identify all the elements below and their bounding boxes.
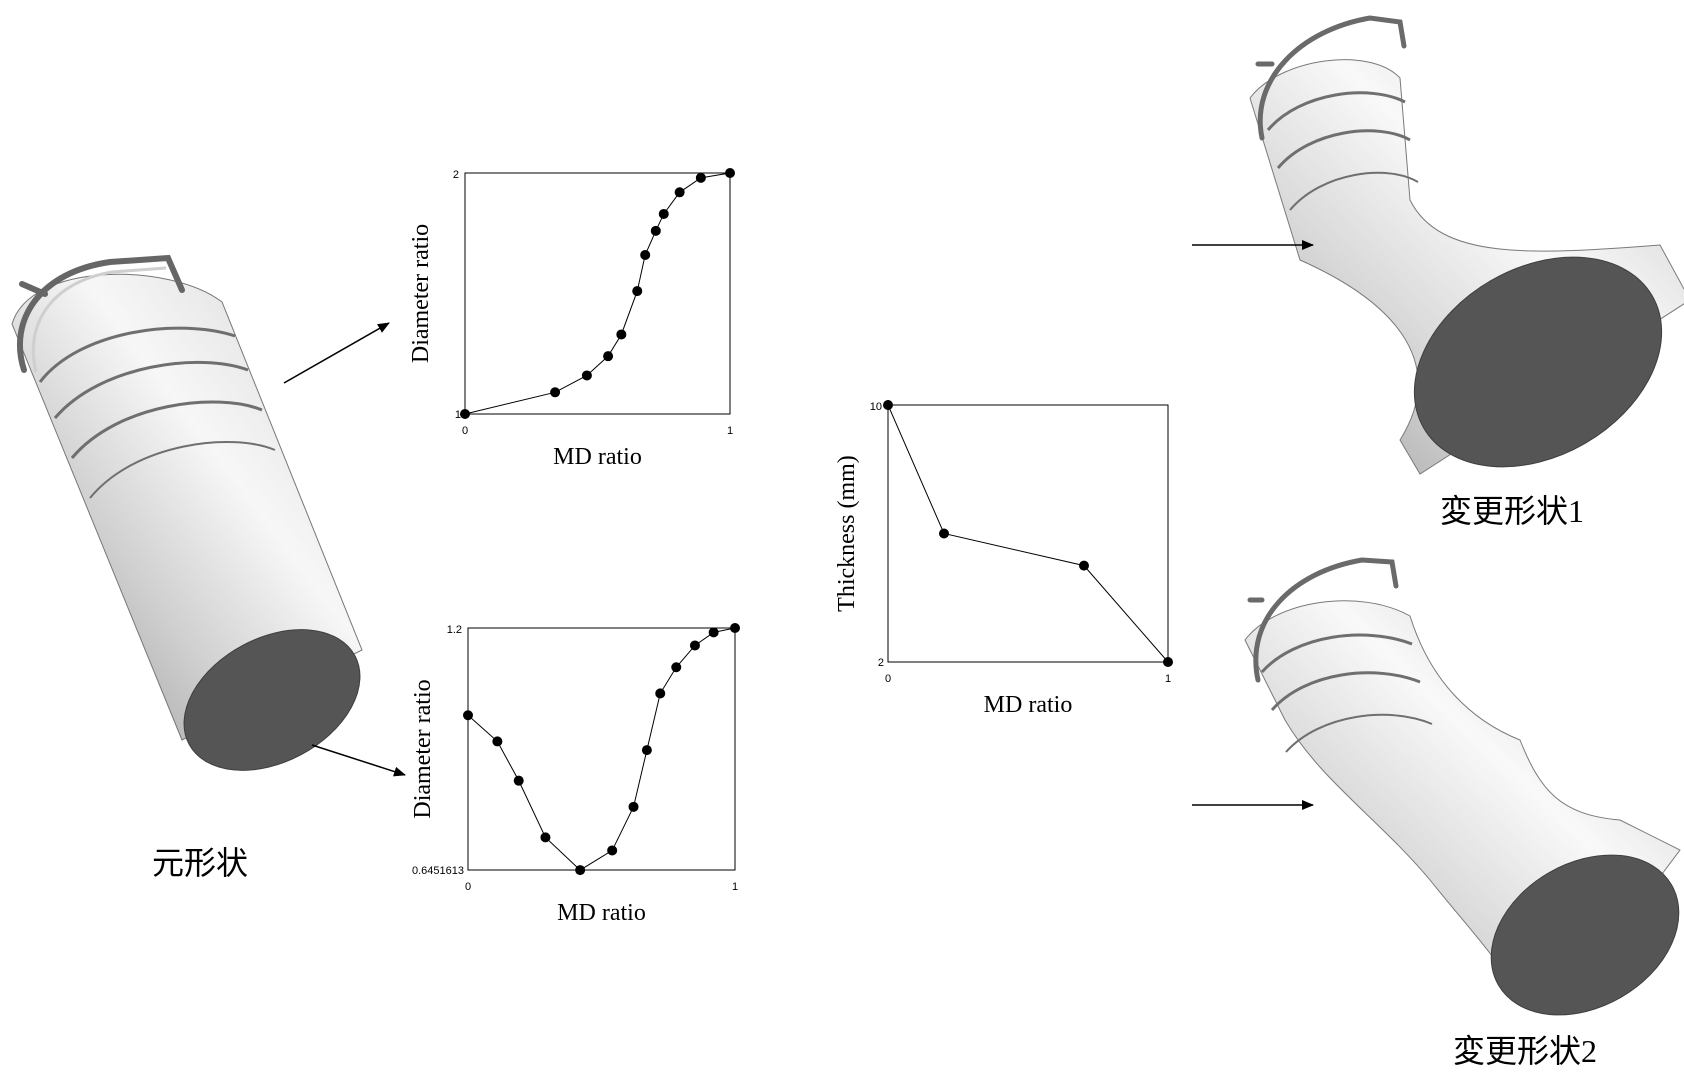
data-point-10 bbox=[689, 640, 700, 651]
original-handle bbox=[17, 254, 185, 373]
caption-original-text: 元形状 bbox=[152, 844, 249, 882]
data-point-3 bbox=[603, 351, 614, 362]
original-band-4 bbox=[89, 441, 276, 499]
caption-original: 元形状 bbox=[152, 838, 248, 884]
y-tick-label-min: 0.6451613 bbox=[412, 865, 464, 877]
original-band-1 bbox=[38, 326, 236, 383]
modified-2-band-2 bbox=[1270, 671, 1421, 711]
x-axis-title: MD ratio bbox=[557, 900, 646, 926]
data-point-5 bbox=[632, 286, 643, 297]
data-point-3 bbox=[1163, 657, 1173, 667]
data-point-12 bbox=[730, 623, 740, 633]
data-point-0 bbox=[883, 400, 893, 410]
original-cylinder-body bbox=[11, 273, 363, 741]
original-band-3 bbox=[70, 400, 263, 459]
caption-modified-2-number: 2 bbox=[1581, 1033, 1598, 1069]
caption-modified-1: 変更形状1 bbox=[1440, 486, 1584, 532]
x-axis-title: MD ratio bbox=[984, 692, 1073, 718]
data-point-4 bbox=[575, 865, 586, 876]
y-axis-title: Thickness (mm) bbox=[834, 455, 860, 612]
data-point-9 bbox=[671, 662, 682, 673]
x-tick-label-max: 1 bbox=[727, 425, 733, 437]
series-line bbox=[467, 627, 736, 871]
data-point-7 bbox=[641, 745, 652, 756]
modified-1-band-2 bbox=[1276, 129, 1411, 169]
plot-frame bbox=[887, 404, 1169, 663]
original-band-2 bbox=[53, 360, 249, 419]
data-point-11 bbox=[708, 627, 719, 638]
y-axis-title: Diameter ratio bbox=[410, 679, 436, 818]
data-point-8 bbox=[658, 208, 669, 219]
modified-1-end-cap bbox=[1413, 256, 1663, 468]
series-line bbox=[464, 172, 731, 415]
arrow-to-chart-bottom bbox=[311, 744, 406, 777]
original-handle-inner bbox=[31, 266, 167, 373]
original-end-cap bbox=[183, 629, 361, 771]
data-point-3 bbox=[540, 832, 551, 843]
data-point-0 bbox=[460, 409, 470, 419]
data-point-1 bbox=[492, 736, 503, 747]
plot-frame bbox=[467, 627, 736, 871]
modified-shape-1-illustration bbox=[1249, 15, 1684, 475]
y-tick-label-min: 1 bbox=[455, 409, 461, 421]
data-point-0 bbox=[463, 710, 473, 721]
modified-1-handle bbox=[1255, 15, 1407, 141]
data-point-11 bbox=[725, 168, 735, 178]
data-point-2 bbox=[513, 775, 524, 786]
x-tick-label-max: 1 bbox=[732, 881, 738, 893]
data-point-8 bbox=[655, 688, 666, 699]
data-point-9 bbox=[674, 187, 685, 198]
modified-2-band-1 bbox=[1260, 633, 1413, 673]
y-tick-label-max: 2 bbox=[453, 169, 459, 181]
x-tick-label-min: 0 bbox=[465, 881, 471, 893]
plot-frame bbox=[464, 172, 731, 415]
modified-2-end-cap bbox=[1490, 854, 1680, 1016]
caption-modified-1-text: 変更形状 bbox=[1440, 492, 1569, 530]
caption-modified-1-number: 1 bbox=[1568, 493, 1585, 529]
modified-2-band-3 bbox=[1285, 713, 1433, 753]
chart-thickness: 0 1 2 10 MD ratio Thickness (mm) bbox=[834, 400, 1173, 718]
data-point-1 bbox=[939, 528, 949, 539]
data-point-10 bbox=[695, 172, 706, 183]
y-axis-title: Diameter ratio bbox=[408, 224, 434, 363]
modified-shape-2-illustration bbox=[1244, 557, 1681, 1016]
data-point-2 bbox=[1079, 560, 1089, 571]
data-point-7 bbox=[650, 225, 661, 236]
y-tick-label-max: 10 bbox=[870, 401, 882, 413]
arrow-to-chart-top bbox=[283, 322, 390, 384]
original-shape-illustration bbox=[11, 254, 363, 771]
data-point-6 bbox=[640, 249, 651, 260]
data-point-6 bbox=[628, 801, 639, 812]
data-point-1 bbox=[550, 387, 561, 398]
y-tick-label-max: 1.2 bbox=[447, 624, 462, 636]
data-point-5 bbox=[607, 845, 618, 856]
chart-diameter-ratio-bottom: 0 1 0.6451613 1.2 MD ratio Diameter ratio bbox=[410, 623, 740, 926]
y-tick-label-min: 2 bbox=[878, 657, 884, 669]
flow-arrows bbox=[283, 240, 1314, 810]
caption-modified-2-text: 変更形状 bbox=[1453, 1032, 1582, 1070]
data-point-2 bbox=[581, 370, 592, 381]
data-point-4 bbox=[616, 329, 627, 340]
x-axis-title: MD ratio bbox=[553, 444, 642, 470]
modified-2-handle bbox=[1247, 557, 1399, 683]
x-tick-label-min: 0 bbox=[462, 425, 468, 437]
x-tick-label-min: 0 bbox=[885, 673, 891, 685]
caption-modified-2: 変更形状2 bbox=[1453, 1026, 1597, 1072]
modified-1-band-3 bbox=[1289, 171, 1419, 211]
modified-1-band-1 bbox=[1266, 91, 1406, 131]
series-line bbox=[887, 404, 1169, 663]
x-tick-label-max: 1 bbox=[1165, 673, 1171, 685]
